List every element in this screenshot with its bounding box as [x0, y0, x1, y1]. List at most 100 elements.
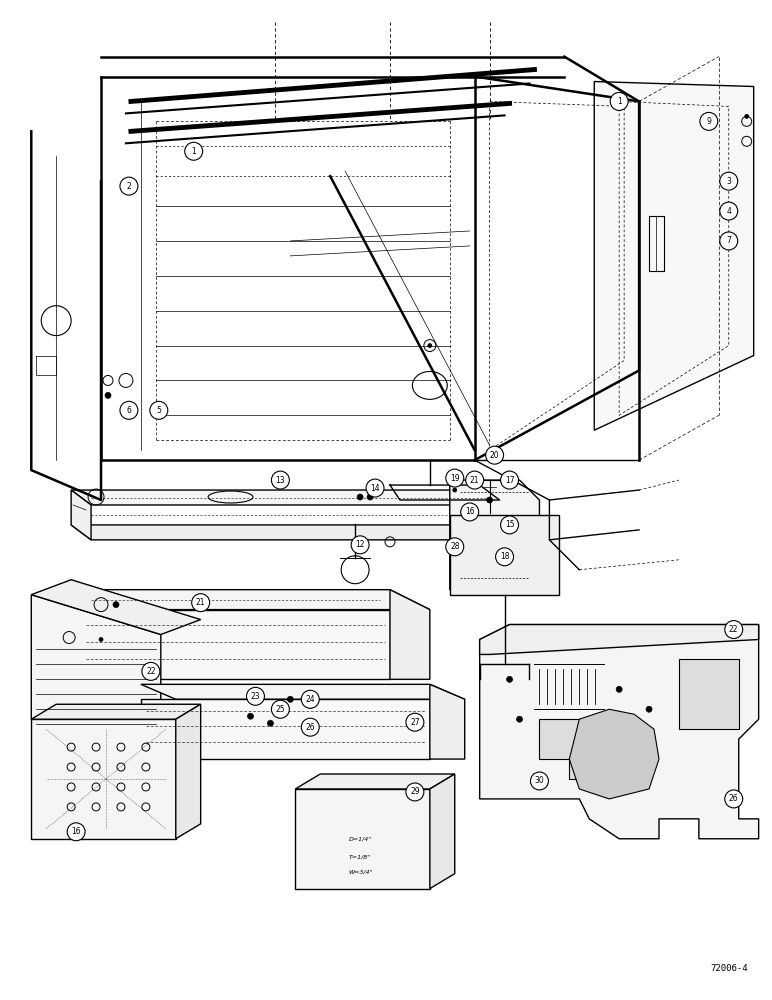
Text: 23: 23	[251, 692, 260, 701]
Circle shape	[466, 471, 483, 489]
Polygon shape	[679, 659, 739, 729]
Circle shape	[301, 718, 320, 736]
Text: 19: 19	[450, 474, 459, 483]
Text: D=1/4": D=1/4"	[348, 836, 371, 841]
Text: 20: 20	[489, 451, 499, 460]
Polygon shape	[32, 704, 201, 719]
Text: 2: 2	[127, 182, 131, 191]
Polygon shape	[450, 515, 560, 595]
Circle shape	[745, 114, 749, 118]
Polygon shape	[176, 704, 201, 839]
Circle shape	[341, 556, 369, 584]
Polygon shape	[32, 595, 161, 759]
Circle shape	[272, 700, 290, 718]
Polygon shape	[569, 709, 659, 799]
Circle shape	[357, 494, 363, 500]
Circle shape	[142, 662, 160, 680]
Circle shape	[351, 536, 369, 554]
Circle shape	[191, 594, 210, 612]
Text: 6: 6	[127, 406, 131, 415]
Circle shape	[720, 172, 738, 190]
Circle shape	[700, 112, 718, 130]
Circle shape	[366, 479, 384, 497]
Polygon shape	[141, 699, 430, 759]
Circle shape	[246, 687, 265, 705]
Circle shape	[267, 720, 273, 726]
Text: 15: 15	[505, 520, 514, 529]
Polygon shape	[479, 625, 759, 654]
Text: 7: 7	[726, 236, 731, 245]
Circle shape	[610, 92, 628, 110]
Polygon shape	[479, 625, 759, 839]
Circle shape	[406, 783, 424, 801]
Text: 5: 5	[157, 406, 161, 415]
Text: 14: 14	[371, 484, 380, 493]
Polygon shape	[540, 719, 599, 779]
Circle shape	[301, 690, 320, 708]
Circle shape	[185, 142, 203, 160]
Circle shape	[367, 494, 373, 500]
Circle shape	[720, 232, 738, 250]
Circle shape	[248, 713, 253, 719]
Circle shape	[120, 177, 138, 195]
Circle shape	[530, 772, 548, 790]
Polygon shape	[430, 684, 465, 759]
Polygon shape	[32, 719, 176, 839]
Text: 16: 16	[465, 507, 475, 516]
Text: 24: 24	[306, 695, 315, 704]
Polygon shape	[450, 480, 540, 590]
Circle shape	[105, 392, 111, 398]
Circle shape	[486, 446, 503, 464]
Text: 18: 18	[499, 552, 510, 561]
Text: 72006-4: 72006-4	[710, 964, 747, 973]
Text: 9: 9	[706, 117, 711, 126]
Circle shape	[452, 488, 457, 492]
Text: T=1/8": T=1/8"	[349, 854, 371, 859]
Circle shape	[150, 401, 168, 419]
Circle shape	[428, 344, 432, 348]
Polygon shape	[81, 610, 390, 679]
Circle shape	[506, 676, 513, 682]
Circle shape	[720, 202, 738, 220]
Circle shape	[500, 516, 519, 534]
Text: 21: 21	[196, 598, 205, 607]
Polygon shape	[32, 580, 201, 635]
Polygon shape	[594, 82, 753, 430]
Text: 22: 22	[146, 667, 156, 676]
Text: 16: 16	[71, 827, 81, 836]
Text: W=3/4": W=3/4"	[348, 869, 372, 874]
Text: 30: 30	[534, 776, 544, 785]
Polygon shape	[71, 490, 91, 540]
Text: 21: 21	[470, 476, 479, 485]
Circle shape	[452, 475, 457, 479]
Polygon shape	[71, 525, 510, 540]
Text: 12: 12	[355, 540, 365, 549]
Polygon shape	[430, 774, 455, 889]
Circle shape	[272, 471, 290, 489]
Text: 26: 26	[729, 794, 739, 803]
Polygon shape	[71, 490, 510, 505]
Circle shape	[725, 790, 743, 808]
Circle shape	[486, 497, 493, 503]
Circle shape	[461, 503, 479, 521]
Polygon shape	[489, 490, 510, 540]
Circle shape	[67, 823, 85, 841]
Circle shape	[445, 538, 464, 556]
Text: 26: 26	[306, 723, 315, 732]
Text: 25: 25	[276, 705, 285, 714]
Text: 1: 1	[617, 97, 621, 106]
Text: 13: 13	[276, 476, 285, 485]
Circle shape	[120, 401, 138, 419]
Circle shape	[406, 713, 424, 731]
Polygon shape	[390, 590, 430, 679]
Text: 27: 27	[410, 718, 420, 727]
Text: 1: 1	[191, 147, 196, 156]
Text: 3: 3	[726, 177, 731, 186]
Text: 28: 28	[450, 542, 459, 551]
Circle shape	[113, 602, 119, 608]
Polygon shape	[141, 684, 465, 699]
Circle shape	[307, 702, 313, 708]
Text: 4: 4	[726, 207, 731, 216]
Text: 17: 17	[505, 476, 514, 485]
Circle shape	[99, 638, 103, 641]
